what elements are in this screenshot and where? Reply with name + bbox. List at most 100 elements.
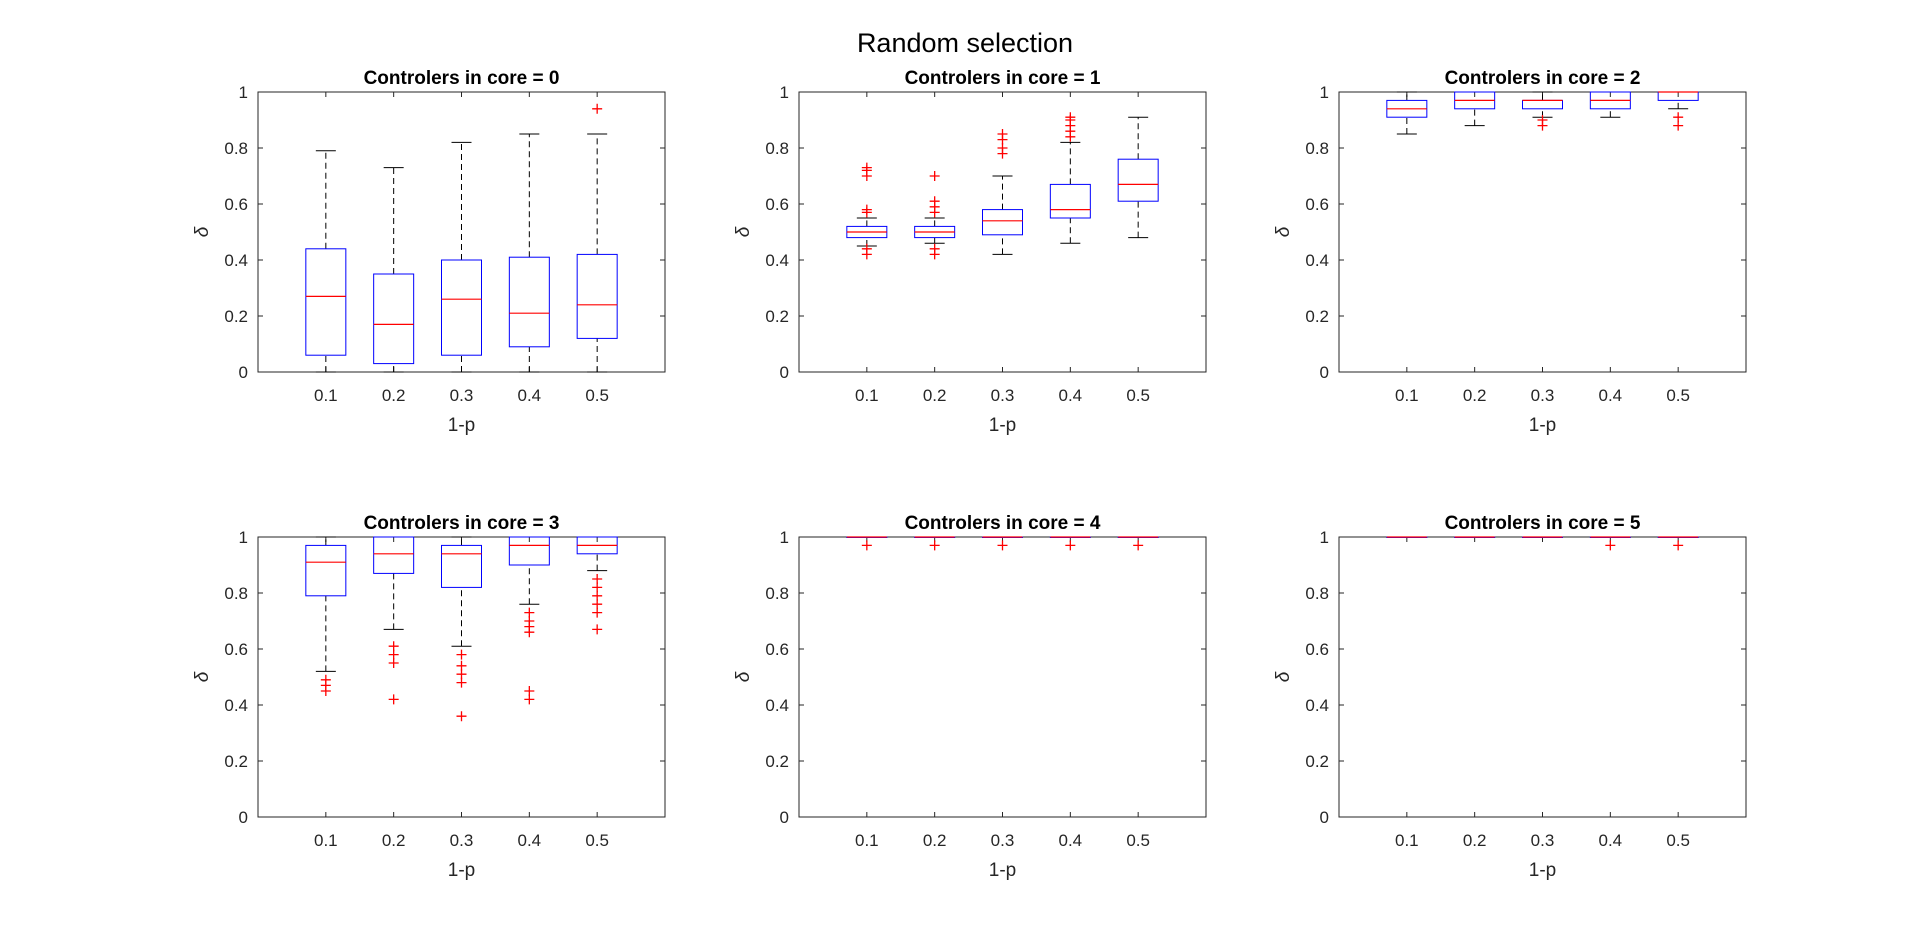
- outlier-marker: [592, 607, 603, 618]
- outlier-marker: [524, 694, 535, 705]
- axes-frame: [1338, 536, 1747, 818]
- outlier-marker: [861, 243, 872, 254]
- box-1: [1454, 536, 1496, 538]
- x-tick-label: 0.4: [1059, 831, 1083, 850]
- outlier-marker: [388, 649, 399, 660]
- outlier-marker: [997, 129, 1008, 139]
- box-body: [305, 544, 347, 597]
- x-tick-label: 0.4: [1599, 386, 1623, 405]
- x-tick-label: 0.4: [518, 386, 542, 405]
- outlier-marker: [1537, 115, 1548, 125]
- y-axis-label: δ: [1273, 226, 1294, 237]
- outlier-marker: [861, 162, 872, 173]
- y-tick-label: 0.6: [224, 640, 248, 659]
- subplot-title: Controlers in core = 1: [905, 68, 1101, 89]
- y-tick-label: 0.4: [224, 696, 248, 715]
- box-1: [914, 171, 956, 260]
- y-tick-label: 1: [1320, 528, 1329, 547]
- box-3: [508, 536, 550, 705]
- outlier-marker: [524, 607, 535, 618]
- subplot-title: Controlers in core = 3: [364, 513, 560, 534]
- y-tick-label: 1: [239, 83, 248, 102]
- x-axis-label: 1-p: [989, 415, 1016, 436]
- subplot-3: 0 0.2 0.4 0.6 0.8 1 0.1 0.2 0.3 0.4 0.5 Controlers …: [192, 513, 666, 881]
- box-4: [1117, 536, 1159, 551]
- outlier-marker: [1605, 540, 1616, 551]
- box-body: [508, 536, 550, 566]
- box-4: [1117, 116, 1159, 239]
- y-tick-label: 0.8: [765, 584, 789, 603]
- x-tick-label: 0.1: [1395, 831, 1419, 850]
- box-1: [1454, 91, 1496, 127]
- y-tick-label: 1: [1320, 83, 1329, 102]
- outlier-marker: [524, 616, 535, 626]
- y-tick-label: 1: [239, 528, 248, 547]
- box-body: [441, 259, 482, 356]
- box-1: [373, 167, 415, 373]
- box-0: [846, 536, 888, 551]
- axes-frame: [798, 536, 1207, 818]
- box-3: [508, 133, 550, 373]
- box-3: [1049, 536, 1091, 551]
- box-body: [373, 273, 415, 365]
- outlier-marker: [929, 196, 940, 207]
- y-tick-label: 1: [780, 83, 789, 102]
- x-tick-label: 0.5: [1666, 831, 1690, 850]
- box-body: [373, 536, 415, 574]
- y-tick-label: 0: [1320, 808, 1329, 827]
- x-tick-label: 0.1: [855, 386, 879, 405]
- x-tick-label: 0.2: [923, 831, 947, 850]
- x-tick-label: 0.3: [1531, 831, 1555, 850]
- x-tick-label: 0.2: [1463, 831, 1487, 850]
- outlier-marker: [524, 686, 535, 696]
- x-axis-label: 1-p: [448, 415, 475, 436]
- subplot-title: Controlers in core = 5: [1445, 513, 1641, 534]
- y-tick-label: 0.4: [765, 251, 789, 270]
- y-axis-label: δ: [192, 671, 213, 682]
- outlier-marker: [861, 540, 872, 551]
- y-tick-label: 0.6: [224, 195, 248, 214]
- y-tick-label: 0.4: [765, 696, 789, 715]
- box-body: [441, 544, 482, 588]
- x-tick-label: 0.1: [855, 831, 879, 850]
- box-0: [1386, 91, 1428, 135]
- outlier-marker: [1673, 112, 1684, 123]
- outlier-marker: [592, 574, 603, 584]
- x-axis-label: 1-p: [448, 860, 475, 881]
- box-2: [982, 129, 1023, 255]
- box-4: [576, 103, 618, 373]
- subplot-title: Controlers in core = 4: [905, 513, 1101, 534]
- box-2: [1522, 91, 1563, 131]
- x-tick-label: 0.5: [1126, 831, 1150, 850]
- outlier-marker: [456, 669, 467, 680]
- box-3: [1589, 91, 1631, 118]
- box-0: [305, 536, 347, 696]
- x-tick-label: 0.3: [991, 386, 1015, 405]
- outlier-marker: [592, 582, 603, 593]
- box-4: [1657, 91, 1699, 131]
- outlier-marker: [1065, 112, 1076, 123]
- outlier-marker: [456, 649, 467, 660]
- outlier-marker: [1133, 540, 1144, 551]
- y-axis-label: δ: [192, 226, 213, 237]
- x-tick-label: 0.5: [585, 386, 609, 405]
- outlier-marker: [1673, 540, 1684, 551]
- box-body: [1117, 158, 1159, 202]
- x-tick-label: 0.3: [1531, 386, 1555, 405]
- x-tick-label: 0.2: [923, 386, 947, 405]
- x-tick-label: 0.2: [382, 386, 406, 405]
- subplot-0: 0 0.2 0.4 0.6 0.8 1 0.1 0.2 0.3 0.4 0.5 Controlers …: [192, 68, 666, 436]
- box-3: [1589, 536, 1631, 551]
- outlier-marker: [320, 674, 331, 685]
- x-tick-label: 0.5: [1666, 386, 1690, 405]
- subplot-1: 0 0.2 0.4 0.6 0.8 1 0.1 0.2 0.3 0.4 0.5 Controlers …: [733, 68, 1207, 436]
- outlier-marker: [929, 243, 940, 254]
- x-tick-label: 0.3: [450, 831, 474, 850]
- x-tick-label: 0.2: [382, 831, 406, 850]
- box-2: [982, 536, 1023, 551]
- box-body: [982, 209, 1023, 236]
- y-tick-label: 0.2: [1305, 752, 1329, 771]
- box-4: [1657, 536, 1699, 551]
- box-1: [914, 536, 956, 551]
- box-body: [576, 253, 618, 339]
